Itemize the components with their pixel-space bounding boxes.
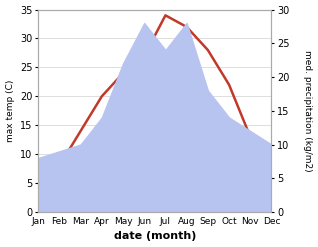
Y-axis label: med. precipitation (kg/m2): med. precipitation (kg/m2): [303, 50, 313, 172]
Y-axis label: max temp (C): max temp (C): [5, 80, 15, 142]
X-axis label: date (month): date (month): [114, 231, 196, 242]
